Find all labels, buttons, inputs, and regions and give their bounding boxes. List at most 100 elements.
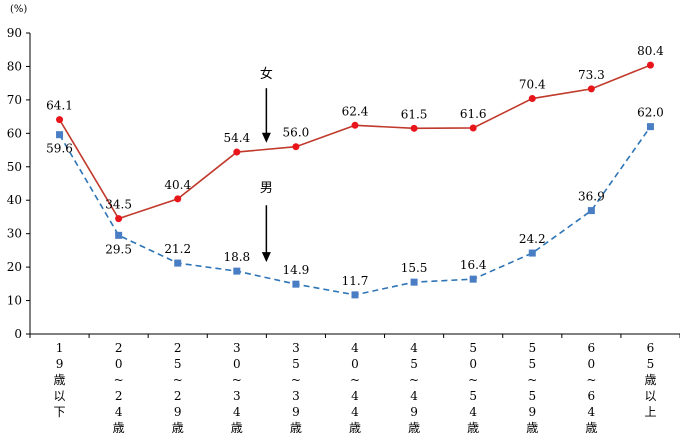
data-label: 59.6 — [46, 142, 73, 156]
x-tick-label-char: ~ — [527, 373, 537, 387]
x-tick-label-char: 5 — [469, 389, 477, 403]
x-tick-label-char: 9 — [56, 357, 64, 371]
x-tick-label-char: 歳 — [113, 421, 125, 433]
x-tick-label: 2 0 ~2 4 歳 — [113, 341, 125, 433]
x-tick-label-char: 歳 — [172, 421, 184, 433]
series-0-point — [469, 124, 477, 132]
x-tick-label-char: 2 — [174, 389, 182, 403]
x-tick-label: 3 0 ~3 4 歳 — [231, 341, 243, 433]
data-label: 70.4 — [519, 78, 546, 92]
data-label: 40.4 — [164, 178, 191, 192]
y-tick-label: 90 — [7, 26, 22, 40]
x-tick-label-char: 上 — [644, 405, 656, 419]
x-tick-label-char: 6 — [647, 341, 655, 355]
x-tick-label-char: 5 — [528, 341, 536, 355]
x-tick-label-char: 歳 — [290, 421, 302, 433]
series-1-point — [115, 231, 123, 239]
series-name-label: 女 — [260, 66, 273, 82]
y-axis-ticks: 0 10 20 30 40 50 60 70 80 90 — [7, 26, 30, 341]
x-tick-label-char: 4 — [410, 341, 418, 355]
x-tick-label-char: 0 — [469, 357, 477, 371]
x-tick-label-char: 歳 — [408, 421, 420, 433]
series-1-point — [174, 259, 182, 267]
series-0-point — [410, 124, 418, 132]
x-tick-label: 4 0 ~4 4 歳 — [349, 341, 361, 433]
x-tick-label-char: 3 — [233, 341, 241, 355]
data-label: 62.0 — [637, 106, 664, 120]
series-line-1 — [58, 126, 652, 296]
x-tick-label-char: 4 — [588, 405, 596, 419]
x-tick-label-char: 5 — [469, 341, 477, 355]
y-tick-label: 50 — [7, 160, 22, 174]
x-tick-label-char: ~ — [468, 373, 478, 387]
x-tick-label-char: ~ — [232, 373, 242, 387]
x-tick-label-char: 4 — [115, 405, 123, 419]
series-1-point — [233, 267, 241, 275]
series-markers — [56, 61, 654, 299]
x-tick-label-char: 9 — [292, 405, 300, 419]
series-1-point — [56, 131, 64, 139]
x-tick-label: 5 5 ~5 9 歳 — [526, 341, 538, 433]
x-tick-label-char: 0 — [588, 357, 596, 371]
arrow-down-icon — [261, 252, 271, 263]
data-label: 24.2 — [519, 232, 546, 246]
x-tick-label-char: ~ — [114, 373, 124, 387]
x-tick-label-char: 2 — [115, 341, 123, 355]
series-1-point — [469, 275, 477, 283]
x-tick-label-char: 5 — [528, 357, 536, 371]
arrow-down-icon — [261, 132, 271, 143]
data-label: 15.5 — [401, 261, 428, 275]
x-tick-label-char: 0 — [115, 357, 123, 371]
series-lines — [58, 64, 652, 296]
x-tick-label-char: 3 — [292, 389, 300, 403]
x-tick-label-char: 0 — [351, 357, 359, 371]
x-tick-label-char: 5 — [292, 357, 300, 371]
x-tick-label-char: 4 — [351, 389, 359, 403]
x-tick-label-char: 歳 — [349, 421, 361, 433]
x-tick-label-char: ~ — [291, 373, 301, 387]
series-1-point — [292, 280, 300, 288]
x-tick-label-char: 歳 — [644, 373, 656, 387]
x-tick-label-char: ~ — [350, 373, 360, 387]
series-annotations: 女男 — [260, 66, 273, 263]
x-tick-label-char: ~ — [173, 373, 183, 387]
series-0-point — [115, 215, 123, 223]
x-tick-label-char: 1 — [56, 341, 64, 355]
data-labels: 64.1 34.5 40.4 54.4 56.0 62.4 61.5 61.6 70.4 73.3… — [46, 44, 664, 288]
x-tick-label-char: 歳 — [526, 421, 538, 433]
y-tick-label: 80 — [7, 59, 22, 73]
x-tick-label-char: 6 — [588, 389, 596, 403]
series-0-point — [174, 195, 182, 203]
data-label: 16.4 — [460, 258, 487, 272]
series-1-point — [528, 249, 536, 257]
x-tick-label-char: 以 — [644, 389, 656, 403]
x-tick-label-char: 3 — [292, 341, 300, 355]
x-tick-label-char: 以 — [54, 389, 66, 403]
x-tick-label-char: 9 — [528, 405, 536, 419]
series-0-point — [233, 148, 241, 156]
series-0-point — [292, 143, 300, 151]
x-tick-label-char: 0 — [233, 357, 241, 371]
x-tick-label-char: 5 — [174, 357, 182, 371]
y-tick-label: 10 — [7, 294, 22, 308]
x-tick-label-char: 歳 — [467, 421, 479, 433]
series-0-point — [351, 121, 359, 129]
data-label: 54.4 — [223, 131, 250, 145]
x-tick-label-char: 4 — [351, 405, 359, 419]
x-tick-label-char: 4 — [410, 389, 418, 403]
y-tick-label: 20 — [7, 260, 22, 274]
y-tick-label: 40 — [7, 193, 22, 207]
data-label: 64.1 — [46, 99, 73, 113]
x-tick-label-char: 5 — [647, 357, 655, 371]
data-label: 21.2 — [164, 242, 191, 256]
data-label: 56.0 — [283, 126, 310, 140]
y-tick-label: 0 — [14, 327, 22, 341]
x-tick-label-char: ~ — [409, 373, 419, 387]
x-tick-label-char: 歳 — [231, 421, 243, 433]
data-label: 61.6 — [460, 107, 487, 121]
x-tick-label-char: 9 — [410, 405, 418, 419]
x-tick-label: 5 0 ~5 4 歳 — [467, 341, 479, 433]
series-line-0 — [58, 64, 651, 220]
series-1-point — [646, 123, 654, 131]
